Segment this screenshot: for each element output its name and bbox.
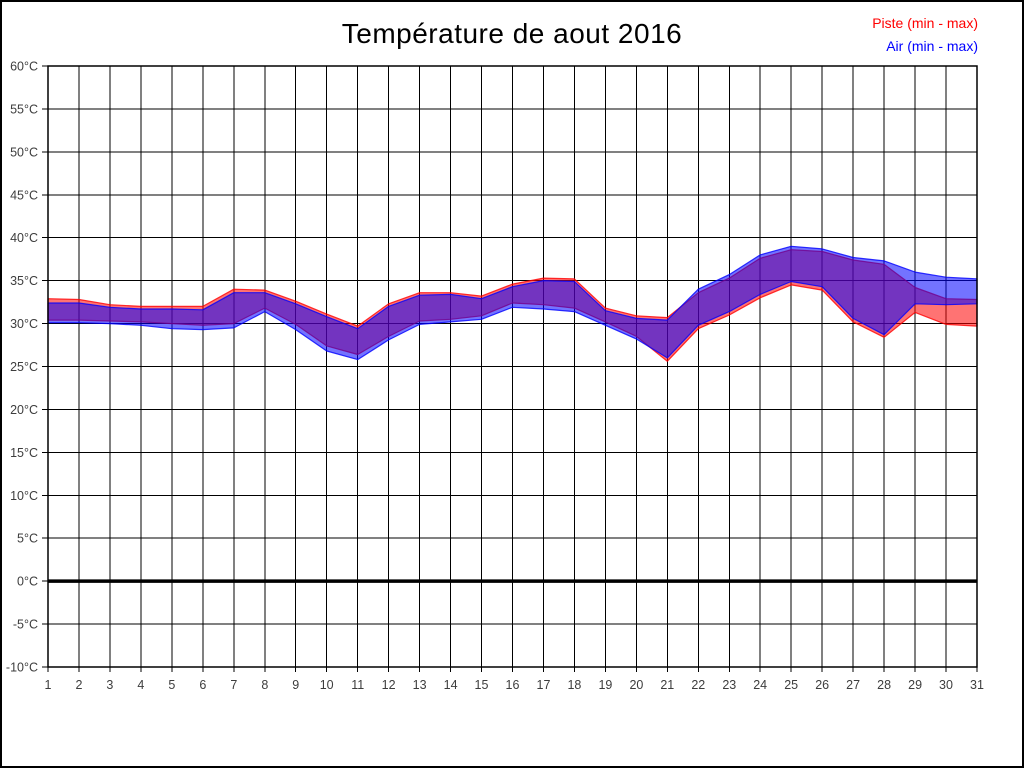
x-tick-label: 28 [877,678,891,692]
chart-title: Température de aout 2016 [341,18,683,49]
x-tick-label: 21 [660,678,674,692]
legend-air: Air (min - max) [886,38,978,54]
y-tick-label: 45°C [10,188,38,202]
x-tick-label: 13 [413,678,427,692]
x-tick-label: 1 [45,678,52,692]
y-tick-label: 20°C [10,403,38,417]
plot-frame [47,65,978,668]
x-tick-label: 20 [629,678,643,692]
x-tick-label: 17 [537,678,551,692]
y-tick-label: -5°C [13,618,38,632]
x-tick-label: 6 [199,678,206,692]
x-tick-label: 11 [351,678,364,692]
y-tick-label: 15°C [10,446,38,460]
x-tick-label: 15 [475,678,489,692]
x-tick-label: 22 [691,678,705,692]
x-tick-label: 10 [320,678,334,692]
x-tick-label: 24 [753,678,767,692]
y-tick-label: 40°C [10,231,38,245]
x-tick-label: 2 [76,678,83,692]
y-tick-label: 50°C [10,145,38,159]
x-tick-label: 29 [908,678,922,692]
x-tick-label: 27 [846,678,860,692]
legend-piste: Piste (min - max) [872,15,978,31]
x-tick-label: 12 [382,678,396,692]
y-tick-label: 35°C [10,274,38,288]
x-tick-label: 14 [444,678,458,692]
y-tick-label: 25°C [10,360,38,374]
x-tick-label: 3 [106,678,113,692]
y-tick-label: 10°C [10,489,38,503]
legend: Piste (min - max) Air (min - max) [872,12,978,58]
x-tick-label: 5 [168,678,175,692]
y-tick-label: 30°C [10,317,38,331]
x-tick-label: 18 [567,678,581,692]
x-tick-label: 25 [784,678,798,692]
y-tick-label: 60°C [10,60,38,74]
x-tick-label: 8 [261,678,268,692]
x-tick-label: 16 [506,678,520,692]
y-tick-label: -10°C [6,661,38,675]
x-tick-label: 9 [292,678,299,692]
x-tick-label: 4 [137,678,144,692]
x-tick-label: 19 [598,678,612,692]
x-tick-label: 31 [970,678,984,692]
x-tick-label: 23 [722,678,736,692]
x-tick-label: 7 [230,678,237,692]
y-tick-label: 5°C [17,532,38,546]
y-tick-label: 0°C [17,575,38,589]
y-tick-label: 55°C [10,102,38,116]
x-tick-label: 26 [815,678,829,692]
x-tick-label: 30 [939,678,953,692]
